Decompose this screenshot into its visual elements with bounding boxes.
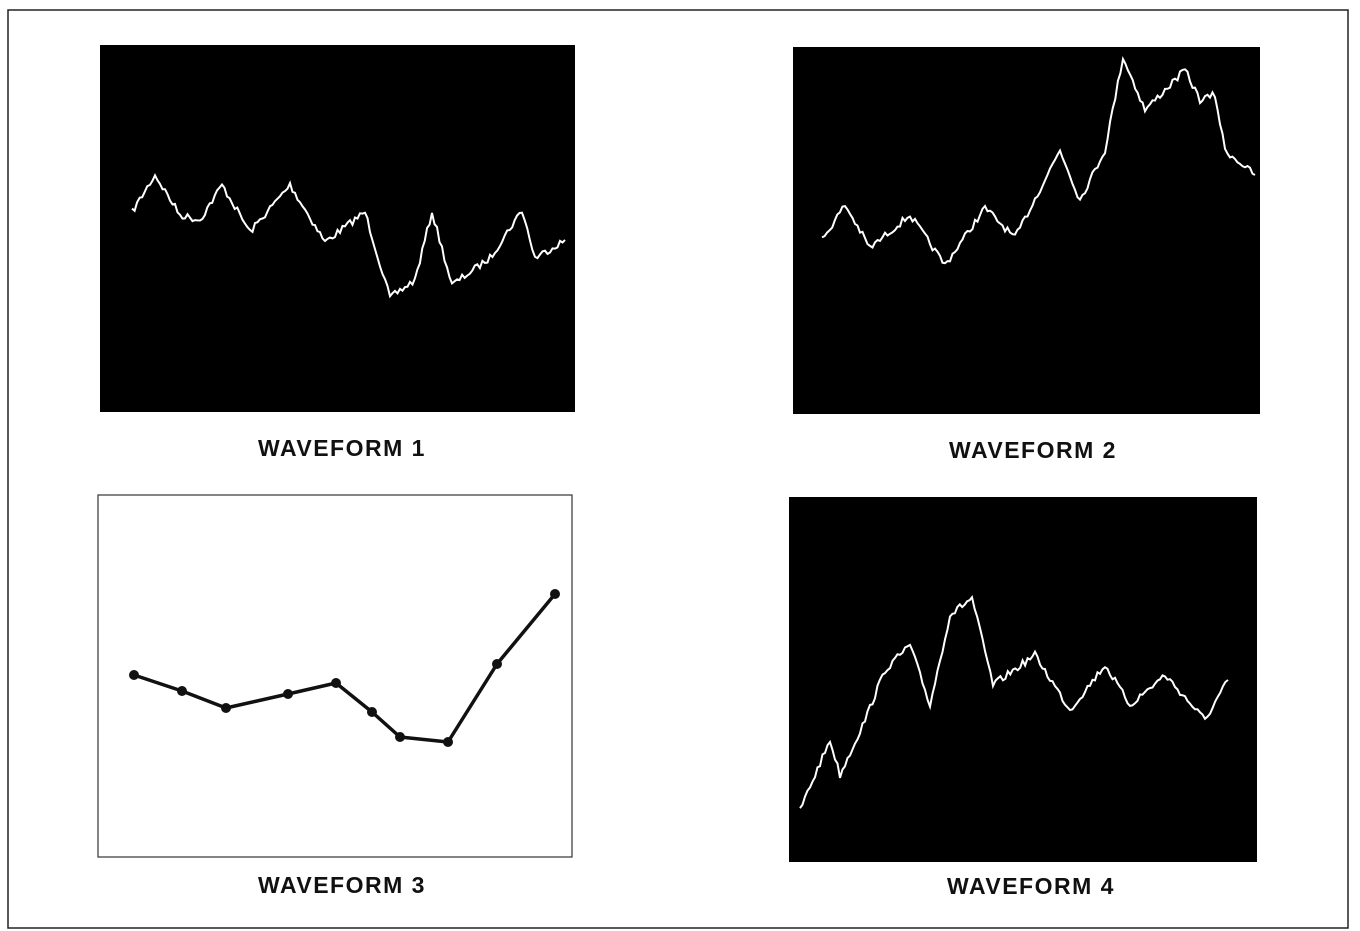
point bbox=[221, 703, 231, 713]
scope-screen bbox=[793, 47, 1260, 414]
point bbox=[331, 678, 341, 688]
panel-label: WAVEFORM 4 bbox=[947, 873, 1115, 899]
panel-label: WAVEFORM 1 bbox=[258, 435, 426, 461]
point bbox=[283, 689, 293, 699]
panel-label: WAVEFORM 2 bbox=[949, 437, 1117, 463]
point bbox=[443, 737, 453, 747]
point bbox=[129, 670, 139, 680]
point bbox=[492, 659, 502, 669]
point bbox=[367, 707, 377, 717]
sample-points bbox=[129, 589, 560, 747]
trace bbox=[821, 56, 1256, 265]
panel-label: WAVEFORM 3 bbox=[258, 872, 426, 898]
point bbox=[550, 589, 560, 599]
trace bbox=[799, 594, 1229, 809]
scope-screen bbox=[789, 497, 1257, 862]
trace bbox=[131, 172, 566, 299]
frame bbox=[7, 9, 1349, 929]
point bbox=[177, 686, 187, 696]
plot-frame bbox=[97, 494, 573, 858]
trace bbox=[133, 592, 557, 744]
point bbox=[395, 732, 405, 742]
